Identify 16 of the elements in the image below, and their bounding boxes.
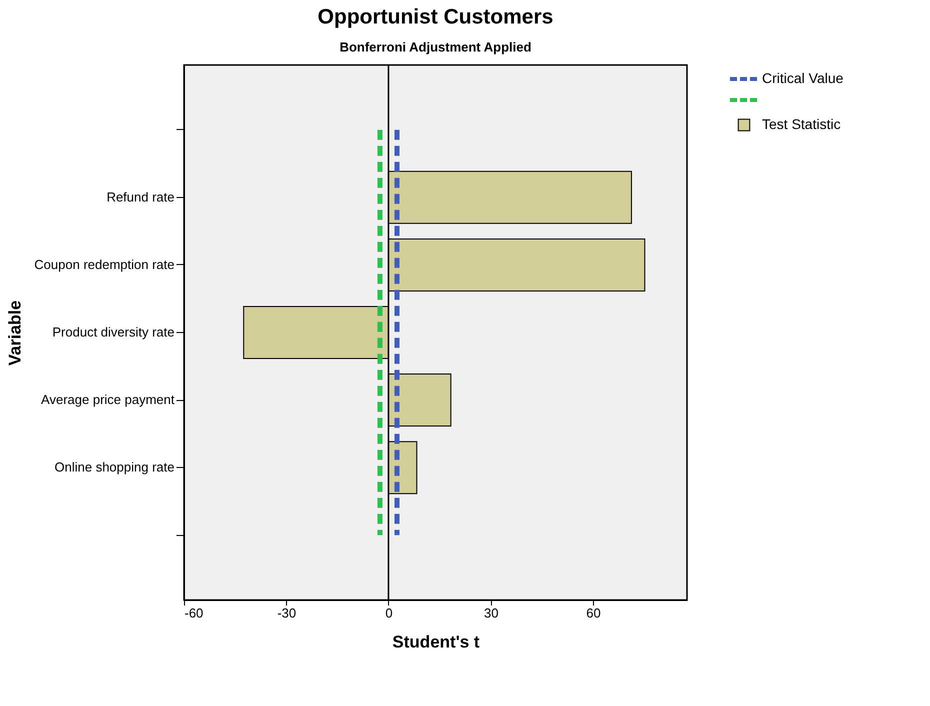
y-tick-label: Coupon redemption rate [34,256,174,272]
x-tick-label: 30 [484,606,498,620]
y-tick-label: Refund rate [106,189,174,204]
x-tick-label: 60 [586,606,601,620]
x-tick-label: 0 [385,606,393,620]
chart-title: Opportunist Customers [318,5,554,28]
legend-label: Test Statistic [762,116,841,132]
y-tick-label: Product diversity rate [52,324,174,340]
chart-subtitle: Bonferroni Adjustment Applied [340,39,532,54]
x-tick-label: -60 [184,606,204,620]
y-axis-title: Variable [5,300,24,366]
x-axis-title: Student's t [392,632,480,652]
legend-label: Critical Value [762,70,844,86]
y-tick-label: Average price payment [41,392,175,408]
x-tick-label: -30 [277,606,296,620]
y-tick-label: Online shopping rate [54,460,174,475]
